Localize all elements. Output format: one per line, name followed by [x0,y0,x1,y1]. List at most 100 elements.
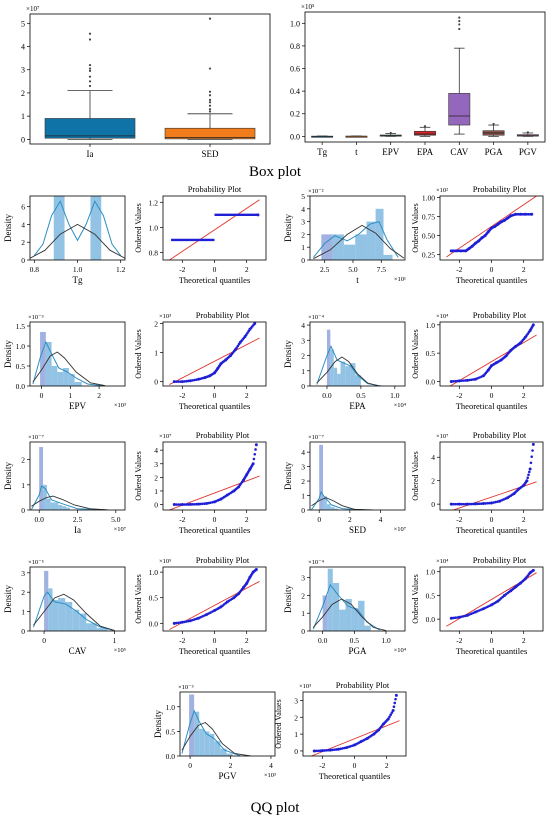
y-tick-label: 0 [301,627,305,636]
x-axis-label: Theoretical quantiles [319,771,391,781]
x-tick-label: 2 [245,636,249,645]
x-tick-label: 5.0 [111,515,121,524]
x-tick-label: 5.0 [348,265,358,274]
outlier-point [88,69,92,72]
quantile-point [185,620,188,623]
x-tick-label: 1.2 [116,265,126,274]
quantile-point [462,502,465,506]
axes-frame [439,441,544,511]
y-tick-label: 0.0 [166,752,176,761]
quantile-point [188,379,192,383]
quantile-point [462,615,465,618]
quantile-point [468,613,471,616]
quantile-point [209,501,212,504]
quantile-point [392,705,396,709]
outlier-point [526,131,529,134]
y-tick-label: 6 [21,203,25,212]
quantile-point [191,379,194,382]
chart-q_epa: 0.0 0.5 1.0 -2 0 2 Probability Plot ×10⁴ Theoret… [411,310,544,411]
histogram-bar [204,731,210,756]
quantile-point [460,379,463,383]
quantile-point [325,749,328,752]
qq-title: Probability Plot [196,310,250,320]
histogram-bar [189,694,195,756]
histogram-bar [54,502,59,510]
quantile-point [339,747,342,751]
x-tick-label: 2 [348,515,352,524]
x-tick-label: 2 [522,515,526,524]
chart-q_pga: 0.0 0.5 1.0 -2 0 2 Probability Plot ×10⁴ Theoret… [411,555,544,656]
y-tick-label: 1.0 [290,19,300,28]
histogram-bar [39,447,44,510]
y-tick-label: 3 [21,66,25,75]
x-axis-label: EPA [349,401,366,411]
x-tick-label: 2 [229,761,233,770]
quantile-point [476,609,479,613]
histogram-bar [50,502,55,510]
y-tick-label: 2 [21,588,25,597]
x-tick-label: 2 [245,391,249,400]
x-axis-label: Tg [73,275,83,285]
quantile-point [323,749,326,752]
quantile-point [529,461,533,465]
quantile-point [457,379,461,383]
quantile-point [180,503,184,507]
reference-line [169,337,260,385]
y-tick-label: 0.4 [290,87,300,96]
quantile-point [449,379,453,383]
x-tick-label: 0.5 [350,636,360,645]
x-tick-label: Tg [317,147,327,157]
x-axis-label: t [356,275,359,285]
qq-plot-title: QQ plot [251,800,301,816]
x-axis-label: Theoretical quantiles [179,646,251,656]
y-tick-label: 2 [21,89,25,98]
x-axis-label: PGA [348,646,367,656]
x-exponent-label: ×10³ [264,772,276,779]
quantile-point [394,697,397,701]
y-tick-label: 0 [294,747,298,756]
x-tick-label: 2 [522,265,526,274]
y-tick-label: 0.5 [426,349,436,358]
quantile-point [191,503,194,506]
y-tick-label: 4 [21,220,25,229]
x-tick-label: 4 [269,761,273,770]
y-tick-label: 4 [301,321,305,330]
quantile-point [460,502,463,506]
quantile-point [349,745,352,748]
histogram-bar [72,609,80,631]
exponent-label: ×10² [436,187,448,194]
histogram-bar [351,607,359,631]
y-axis-label: Density [3,585,13,613]
chart-h_tg: 0 2 4 6 0.8 1.0 1.2 Tg Density [3,195,126,285]
x-tick-label: 0 [188,761,192,770]
y-tick-label: 0 [21,256,25,265]
quantile-point [179,503,182,506]
y-tick-label: 3 [294,696,298,705]
chart-q_epv: 0 1 2 -2 0 2 Probability Plot ×10³ Theoretical q… [134,310,267,411]
quantile-point [314,749,318,753]
normal-fit-curve [311,497,373,510]
y-tick-label: 0 [21,135,25,144]
chart-q_pgv: 0 1 2 3 -2 0 2 Probability Plot ×10³ Theoretical … [274,680,407,781]
quantile-point [204,501,208,505]
quantile-point [531,568,535,572]
quantile-point [176,503,180,506]
y-tick-label: 0.25 [422,251,435,260]
quantile-point [331,748,334,752]
plot-area [446,568,537,627]
x-axis-label: Theoretical quantiles [179,275,251,285]
exponent-label: ×10⁻³ [28,314,44,321]
quantile-point [393,701,397,705]
exponent-label: ×10⁷ [436,433,448,440]
quantile-point [391,709,395,713]
y-tick-label: 3 [21,569,25,578]
quantile-point [188,502,192,506]
x-axis-label: PGV [218,771,237,781]
y-tick-label: 0.5 [16,362,26,371]
quantile-point [174,621,178,625]
quantile-point [531,449,534,452]
quantile-point [172,621,176,625]
axes-frame [29,13,271,145]
x-tick-label: 0 [490,515,494,524]
histogram-bar [323,496,327,510]
